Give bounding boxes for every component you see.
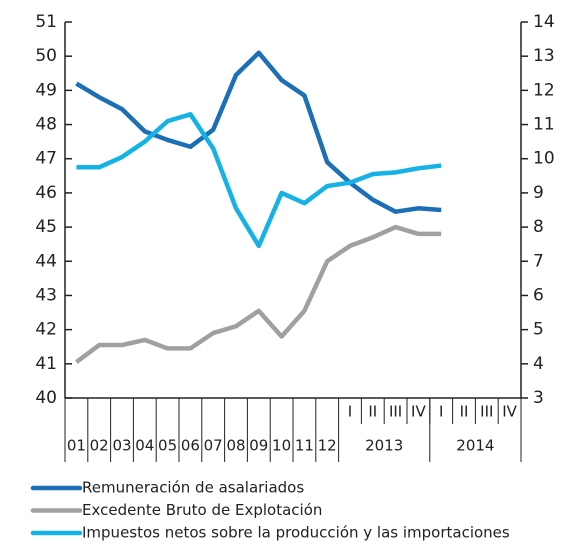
x-tick-label: 12	[318, 437, 337, 455]
y-tick-label: 47	[35, 149, 57, 169]
y2-tick-label: 11	[533, 115, 555, 135]
x-tick-label: II	[368, 403, 377, 421]
series-line	[76, 112, 442, 249]
x-tick-label: 10	[272, 437, 291, 455]
x-tick-label: 03	[112, 437, 131, 455]
y2-tick-label: 5	[533, 320, 544, 340]
y2-tick-label: 3	[533, 388, 544, 408]
y2-tick-label: 4	[533, 354, 544, 374]
x-tick-label: 08	[226, 437, 245, 455]
x-tick-label: IV	[502, 403, 517, 421]
y2-tick-label: 14	[533, 12, 555, 32]
y2-tick-label: 8	[533, 217, 544, 237]
y-tick-label: 48	[35, 115, 57, 135]
x-tick-label: III	[389, 403, 402, 421]
x-tick-label: I	[439, 403, 443, 421]
x-tick-label: 05	[158, 437, 177, 455]
y-tick-label: 41	[35, 354, 57, 374]
y-tick-label: 44	[35, 251, 57, 271]
x-tick-label: 01	[67, 437, 86, 455]
x-tick-label: III	[480, 403, 493, 421]
y-tick-label: 49	[35, 80, 57, 100]
y-tick-label: 51	[35, 12, 57, 32]
y2-tick-label: 12	[533, 80, 555, 100]
y2-tick-label: 6	[533, 285, 544, 305]
y-tick-label: 40	[35, 388, 57, 408]
series-line	[75, 224, 442, 364]
x-tick-label: 09	[249, 437, 268, 455]
x-tick-label: 04	[135, 437, 154, 455]
x-tick-label: II	[460, 403, 469, 421]
legend-label: Remuneración de asalariados	[82, 479, 304, 497]
y-tick-label: 45	[35, 217, 57, 237]
series-line	[75, 50, 442, 214]
y-tick-label: 42	[35, 320, 57, 340]
y2-tick-label: 7	[533, 251, 544, 271]
y-tick-label: 50	[35, 46, 57, 66]
legend-label: Excedente Bruto de Explotación	[82, 501, 322, 519]
y-tick-label: 43	[35, 285, 57, 305]
x-tick-label: 02	[90, 437, 109, 455]
y2-tick-label: 10	[533, 149, 555, 169]
y2-tick-label: 13	[533, 46, 555, 66]
y2-tick-label: 9	[533, 183, 544, 203]
x-tick-label: I	[348, 403, 352, 421]
x-tick-label: 06	[181, 437, 200, 455]
x-group-label: 2013	[365, 437, 403, 455]
x-group-label: 2014	[456, 437, 494, 455]
x-tick-label: 11	[295, 437, 314, 455]
x-tick-label: IV	[411, 403, 426, 421]
y-tick-label: 46	[35, 183, 57, 203]
x-tick-label: 07	[204, 437, 223, 455]
legend-label: Impuestos netos sobre la producción y la…	[82, 524, 510, 542]
